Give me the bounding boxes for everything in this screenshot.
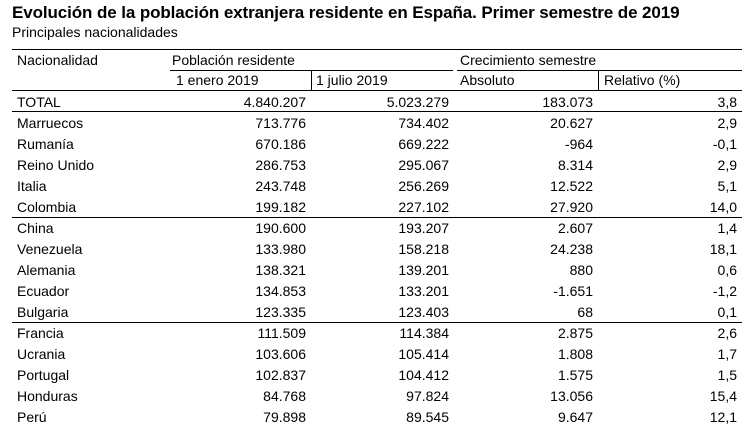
cell-jul: 256.269 [398, 178, 449, 194]
cell-jan: 286.753 [255, 157, 306, 173]
cell-relative: -0,1 [712, 136, 737, 152]
cell-absolute: 20.627 [550, 115, 593, 131]
cell-jan: 103.606 [255, 346, 306, 362]
cell-nationality: Ecuador [17, 283, 70, 299]
cell-absolute: 27.920 [550, 199, 593, 215]
cell-absolute: 2.607 [557, 220, 593, 236]
cell-jan: 713.776 [255, 115, 306, 131]
cell-jul: 97.824 [406, 388, 449, 404]
cell-jul: 123.403 [398, 304, 449, 320]
cell-jul: 295.067 [398, 157, 449, 173]
cell-relative: 0,1 [717, 304, 737, 320]
cell-jan: 102.837 [255, 367, 306, 383]
cell-absolute: 1.575 [557, 367, 593, 383]
header-nationality: Nacionalidad [17, 52, 98, 68]
cell-absolute: 2.875 [557, 325, 593, 341]
cell-nationality: Italia [17, 178, 47, 194]
cell-jul: 89.545 [406, 409, 449, 425]
cell-absolute: 9.647 [557, 409, 593, 425]
cell-jan: 4.840.207 [243, 94, 306, 110]
cell-relative: 2,6 [717, 325, 737, 341]
cell-absolute: 8.314 [557, 157, 593, 173]
row-separator-group-2 [12, 322, 742, 323]
cell-nationality: Ucrania [17, 346, 66, 362]
cell-absolute: 880 [569, 262, 593, 278]
cell-jul: 104.412 [398, 367, 449, 383]
cell-relative: 12,1 [709, 409, 737, 425]
cell-nationality: Marruecos [17, 115, 84, 131]
header-growth-group: Crecimiento semestre [460, 52, 597, 68]
cell-nationality: Venezuela [17, 241, 83, 257]
cell-relative: 1,7 [717, 346, 737, 362]
cell-jan: 243.748 [255, 178, 306, 194]
cell-jul: 193.207 [398, 220, 449, 236]
cell-jan: 84.768 [263, 388, 306, 404]
cell-absolute: 183.073 [542, 94, 593, 110]
cell-nationality: Honduras [17, 388, 78, 404]
cell-absolute: 12.522 [550, 178, 593, 194]
row-separator-total [12, 111, 742, 112]
header-population-group: Población residente [172, 52, 295, 68]
cell-relative: 2,9 [717, 115, 737, 131]
cell-jan: 79.898 [263, 409, 306, 425]
header-bottom-border [12, 90, 742, 91]
table-top-border [12, 49, 742, 50]
cell-jan: 123.335 [255, 304, 306, 320]
cell-nationality: Bulgaria [17, 304, 69, 320]
cell-relative: 15,4 [709, 388, 737, 404]
cell-relative: 1,5 [717, 367, 737, 383]
column-divider-1 [311, 70, 312, 91]
column-divider-2 [598, 70, 599, 91]
cell-jan: 670.186 [255, 136, 306, 152]
cell-jul: 139.201 [398, 262, 449, 278]
cell-nationality: Rumanía [17, 136, 74, 152]
cell-nationality: Portugal [17, 367, 70, 383]
cell-jul: 227.102 [398, 199, 449, 215]
cell-relative: 3,8 [717, 94, 737, 110]
cell-absolute: -964 [564, 136, 593, 152]
cell-relative: 5,1 [717, 178, 737, 194]
cell-jul: 105.414 [398, 346, 449, 362]
cell-relative: 14,0 [709, 199, 737, 215]
cell-nationality: Reino Unido [17, 157, 95, 173]
cell-relative: 1,4 [717, 220, 737, 236]
cell-jul: 5.023.279 [386, 94, 449, 110]
row-separator-group-1 [12, 217, 742, 218]
cell-absolute: 13.056 [550, 388, 593, 404]
cell-jul: 133.201 [398, 283, 449, 299]
cell-jul: 158.218 [398, 241, 449, 257]
cell-nationality: Perú [17, 409, 47, 425]
cell-jan: 138.321 [255, 262, 306, 278]
cell-nationality: China [17, 220, 54, 236]
cell-jan: 190.600 [255, 220, 306, 236]
header-jul: 1 julio 2019 [316, 72, 388, 88]
cell-jul: 114.384 [399, 325, 449, 341]
page-title: Evolución de la población extranjera res… [12, 3, 680, 22]
cell-nationality: Francia [17, 325, 64, 341]
page-subtitle: Principales nacionalidades [12, 24, 178, 40]
cell-relative: -1,2 [712, 283, 737, 299]
cell-jan: 134.853 [255, 283, 306, 299]
header-relative: Relativo (%) [604, 72, 681, 88]
cell-jul: 734.402 [398, 115, 449, 131]
cell-jan: 133.980 [255, 241, 306, 257]
cell-jan: 111.509 [257, 325, 306, 341]
cell-relative: 0,6 [717, 262, 737, 278]
cell-nationality: Alemania [17, 262, 76, 278]
cell-nationality: TOTAL [17, 94, 61, 110]
header-jan: 1 enero 2019 [176, 72, 259, 88]
cell-absolute: 1.808 [557, 346, 593, 362]
header-absolute: Absoluto [460, 72, 515, 88]
cell-absolute: -1.651 [553, 283, 593, 299]
header-group-underline-growth [457, 70, 742, 71]
cell-nationality: Colombia [17, 199, 77, 215]
cell-absolute: 24.238 [550, 241, 593, 257]
cell-absolute: 68 [577, 304, 593, 320]
cell-jan: 199.182 [255, 199, 306, 215]
cell-relative: 2,9 [717, 157, 737, 173]
cell-jul: 669.222 [398, 136, 449, 152]
cell-relative: 18,1 [709, 241, 737, 257]
